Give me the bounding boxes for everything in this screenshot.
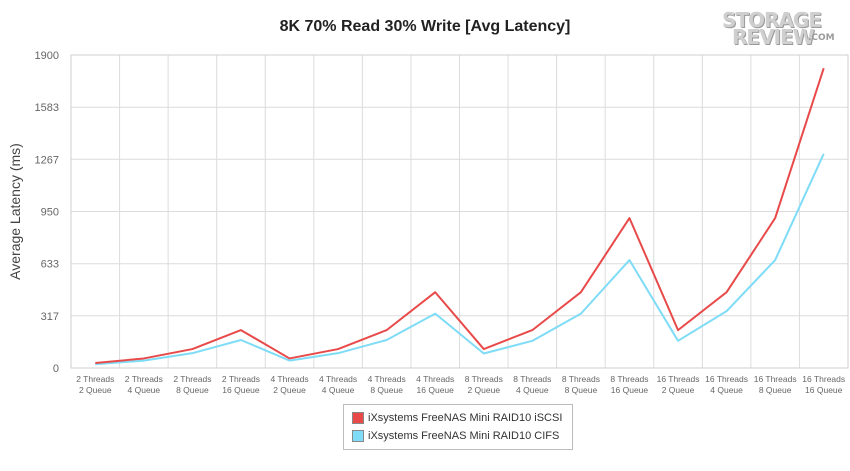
logo-line-1: STORAGE [722, 8, 822, 32]
y-tick-label: 0 [53, 363, 59, 375]
x-tick-label: 8 Threads [562, 374, 600, 384]
x-tick-label: 4 Queue [322, 385, 355, 395]
x-tick-label: 4 Threads [270, 374, 308, 384]
x-tick-label: 2 Queue [662, 385, 695, 395]
y-tick-label: 317 [41, 311, 59, 323]
x-tick-label: 4 Queue [128, 385, 161, 395]
x-tick-label: 4 Threads [319, 374, 357, 384]
y-axis-label: Average Latency (ms) [7, 143, 23, 280]
legend-item-cifs: iXsystems FreeNAS Mini RAID10 CIFS [352, 428, 559, 444]
series-line-iscsi [95, 67, 825, 365]
x-tick-label: 2 Queue [467, 385, 500, 395]
x-tick-label: 8 Threads [513, 374, 551, 384]
legend-item-iscsi: iXsystems FreeNAS Mini RAID10 iSCSI [352, 410, 562, 426]
x-tick-label: 8 Queue [176, 385, 209, 395]
legend-swatch-iscsi [352, 412, 364, 424]
x-tick-label: 4 Threads [368, 374, 406, 384]
chart-legend: iXsystems FreeNAS Mini RAID10 iSCSI iXsy… [343, 404, 573, 450]
plot-area [70, 54, 849, 369]
y-tick-label: 950 [41, 207, 59, 219]
x-tick-label: 2 Threads [76, 374, 114, 384]
y-tick-label: 633 [41, 259, 59, 271]
x-tick-label: 16 Queue [611, 385, 649, 395]
legend-swatch-cifs [352, 430, 364, 442]
x-tick-label: 2 Threads [173, 374, 211, 384]
y-tick-label: 1583 [35, 102, 59, 114]
x-tick-label: 16 Threads [657, 374, 700, 384]
logo-suffix: .COM [808, 33, 835, 43]
x-tick-label: 16 Queue [805, 385, 843, 395]
storage-review-logo: STORAGE REVIEW .COM [718, 8, 840, 49]
x-tick-label: 8 Queue [759, 385, 792, 395]
x-tick-label: 8 Queue [370, 385, 403, 395]
y-tick-label: 1900 [35, 50, 59, 62]
x-tick-label: 16 Queue [417, 385, 455, 395]
legend-label-cifs: iXsystems FreeNAS Mini RAID10 CIFS [368, 430, 560, 442]
x-tick-label: 8 Threads [610, 374, 648, 384]
x-tick-label: 8 Queue [565, 385, 598, 395]
x-tick-label: 16 Threads [705, 374, 748, 384]
x-tick-label: 2 Threads [222, 374, 260, 384]
series-line-cifs [95, 153, 825, 366]
line-chart: 0 317 633 950 1267 1583 1900 Average Latency (m… [7, 50, 849, 395]
logo-line-2: REVIEW [732, 25, 815, 49]
x-tick-label: 2 Threads [125, 374, 163, 384]
x-tick-label: 8 Threads [465, 374, 503, 384]
x-tick-label: 16 Threads [754, 374, 797, 384]
y-tick-label: 1267 [35, 154, 59, 166]
x-tick-label: 4 Queue [710, 385, 743, 395]
x-tick-label: 4 Threads [416, 374, 454, 384]
chart-title: 8K 70% Read 30% Write [Avg Latency] [279, 18, 571, 35]
x-tick-label: 16 Threads [802, 374, 845, 384]
legend-label-iscsi: iXsystems FreeNAS Mini RAID10 iSCSI [368, 412, 563, 424]
x-tick-label: 4 Queue [516, 385, 549, 395]
x-tick-label: 2 Queue [273, 385, 306, 395]
x-tick-label: 16 Queue [222, 385, 260, 395]
x-tick-label: 2 Queue [79, 385, 112, 395]
